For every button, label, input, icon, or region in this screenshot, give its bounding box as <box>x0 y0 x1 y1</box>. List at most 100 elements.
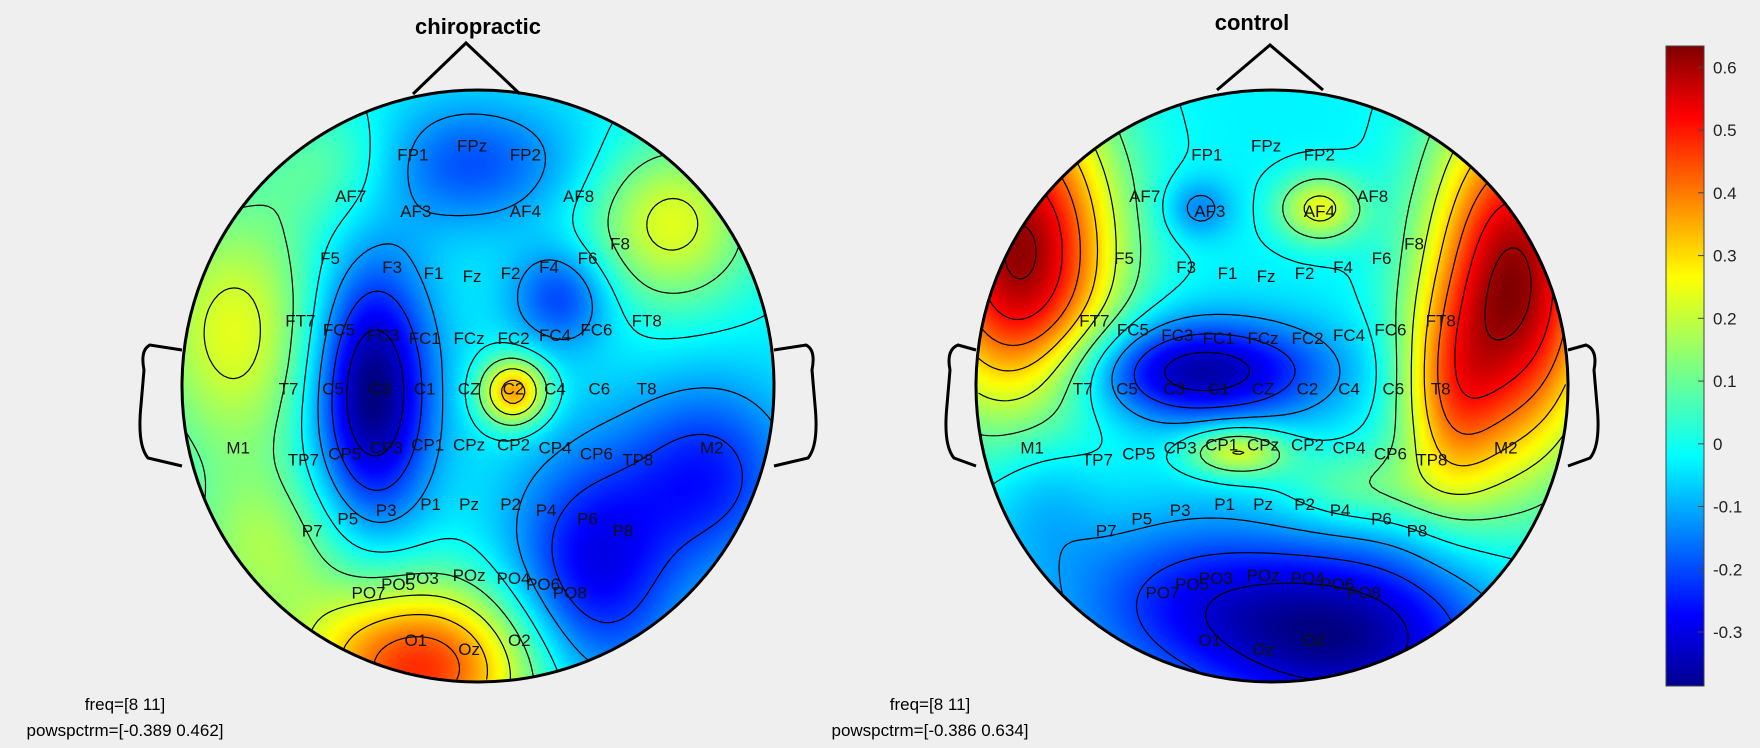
electrode-label: CZ <box>458 380 481 399</box>
electrode-label: C1 <box>414 380 436 399</box>
nose-control <box>1216 43 1324 92</box>
electrode-label: C3 <box>369 380 391 399</box>
electrode-label: Oz <box>1252 640 1274 659</box>
electrode-label: T8 <box>1431 380 1451 399</box>
electrode-label: AF8 <box>563 187 594 206</box>
electrode-label: PO7 <box>351 584 385 603</box>
electrode-label: PO3 <box>1199 569 1233 588</box>
range-label-control: powspctrm=[-0.386 0.634] <box>831 721 1028 740</box>
colorbar-tick-label: 0.1 <box>1713 372 1737 391</box>
electrode-label: FCz <box>1248 329 1279 348</box>
electrode-label: P7 <box>302 522 323 541</box>
electrode-label: CP4 <box>538 439 571 458</box>
freq-label-chiropractic: freq=[8 11] <box>85 695 166 714</box>
electrode-label: T8 <box>637 380 657 399</box>
electrode-label: P7 <box>1096 522 1117 541</box>
electrode-label: P8 <box>613 522 634 541</box>
colorbar-tick-label: -0.3 <box>1713 623 1742 642</box>
electrode-label: PO6 <box>526 575 560 594</box>
electrode-label: F5 <box>1114 249 1134 268</box>
electrode-label: M1 <box>1020 439 1044 458</box>
electrode-label: P4 <box>536 501 557 520</box>
electrode-label: F2 <box>1295 264 1315 283</box>
electrode-label: T7 <box>279 380 299 399</box>
electrode-label: C2 <box>503 380 525 399</box>
electrode-label: FC2 <box>497 329 529 348</box>
contour-chiropractic <box>203 197 699 680</box>
electrode-label: C4 <box>1338 380 1360 399</box>
electrode-label: FCz <box>454 329 485 348</box>
electrode-label: P5 <box>1131 510 1152 529</box>
electrode-label: F8 <box>610 234 630 253</box>
electrode-label: AF8 <box>1357 187 1388 206</box>
electrode-label: P4 <box>1330 501 1351 520</box>
contour-chiropractic <box>331 290 743 624</box>
electrode-label: CP2 <box>1291 436 1324 455</box>
electrode-labels-chiropractic: FP1 FPz FP2 AF7 AF3 AF4 AF8 F5 F3 F1 Fz F2 F4 F6 F8 FT7… <box>226 137 723 659</box>
colorbar-tick-label: 0.2 <box>1713 309 1737 328</box>
freq-label-control: freq=[8 11] <box>890 695 971 714</box>
electrode-label: FC1 <box>1203 329 1235 348</box>
electrode-label: FT7 <box>285 311 315 330</box>
electrode-label: O1 <box>404 631 427 650</box>
electrode-label: Pz <box>459 495 479 514</box>
electrode-label: PO4 <box>1290 569 1324 588</box>
colorbar-ticks: 0.6 0.5 0.4 0.3 0.2 0.1 0 -0.1 -0.2 -0.3 <box>1698 58 1742 642</box>
electrode-label: O1 <box>1198 631 1221 650</box>
electrode-label: PO4 <box>496 569 530 588</box>
electrode-label: F8 <box>1404 234 1424 253</box>
electrode-label: PO8 <box>553 584 587 603</box>
electrode-label: CP1 <box>1205 436 1238 455</box>
electrode-label: FPz <box>1251 137 1281 156</box>
colorbar-tick-label: -0.2 <box>1713 560 1742 579</box>
electrode-label: AF4 <box>510 202 541 221</box>
electrode-label: TP7 <box>1082 451 1113 470</box>
electrode-label: C6 <box>589 380 611 399</box>
electrode-label: POz <box>1247 566 1280 585</box>
electrode-label: FPz <box>457 137 487 156</box>
electrode-label: P3 <box>376 501 397 520</box>
electrode-label: TP7 <box>288 451 319 470</box>
colorbar-tick-label: 0.6 <box>1713 58 1737 77</box>
electrode-label: M1 <box>226 439 250 458</box>
colorbar-tick-label: -0.1 <box>1713 498 1742 517</box>
electrode-label: FC4 <box>539 326 571 345</box>
electrode-label: POz <box>453 566 486 585</box>
electrode-label: AF7 <box>1129 187 1160 206</box>
electrode-label: P3 <box>1170 501 1191 520</box>
electrode-label: P8 <box>1407 522 1428 541</box>
colorbar-tick-label: 0.3 <box>1713 247 1737 266</box>
electrode-label: F1 <box>1218 264 1238 283</box>
electrode-label: CP6 <box>1374 445 1407 464</box>
electrode-label: P1 <box>1214 495 1235 514</box>
electrode-label: F3 <box>382 258 402 277</box>
contour-chiropractic <box>373 636 461 680</box>
electrode-label: CP4 <box>1332 439 1365 458</box>
electrode-label: Pz <box>1253 495 1273 514</box>
electrode-label: AF3 <box>400 202 431 221</box>
right-ear-chiropractic <box>773 343 818 468</box>
electrode-label: FT8 <box>1426 311 1456 330</box>
title-control: control <box>1215 10 1290 35</box>
electrode-label: FC2 <box>1291 329 1323 348</box>
electrode-label: F6 <box>1372 249 1392 268</box>
electrode-label: FC1 <box>409 329 441 348</box>
electrode-label: PO8 <box>1347 584 1381 603</box>
heatmap-chiropractic <box>182 90 774 682</box>
electrode-label: CP1 <box>411 436 444 455</box>
electrode-label: TP8 <box>622 451 653 470</box>
contour-chiropractic <box>346 329 405 457</box>
electrode-label: PO7 <box>1145 584 1179 603</box>
electrode-label: CPz <box>1247 436 1279 455</box>
electrode-label: F3 <box>1176 258 1196 277</box>
electrode-label: P6 <box>1371 510 1392 529</box>
electrode-label: FC5 <box>1117 320 1149 339</box>
electrode-label: CP6 <box>580 445 613 464</box>
electrode-label: FC6 <box>1374 320 1406 339</box>
electrode-label: PO3 <box>405 569 439 588</box>
colorbar-tick-label: 0.4 <box>1713 184 1737 203</box>
electrode-label: P2 <box>500 495 521 514</box>
electrode-label: AF4 <box>1304 202 1335 221</box>
